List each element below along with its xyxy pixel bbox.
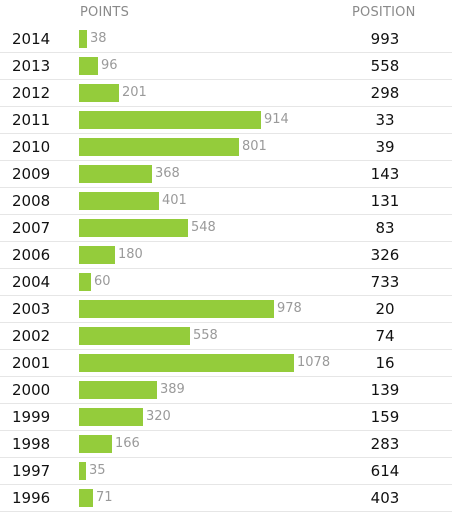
position-value: 283 [370,435,400,453]
points-bar [79,354,294,372]
table-row: 2012 201 298 [0,80,452,107]
points-value-label: 368 [155,166,180,181]
year-label: 2000 [12,381,51,399]
year-label: 2009 [12,165,51,183]
points-bar [79,246,115,264]
year-label: 2013 [12,57,51,75]
table-row: 2003 978 20 [0,296,452,323]
points-bar [79,138,239,156]
position-value: 74 [375,327,395,345]
points-value-label: 35 [89,463,106,478]
table-row: 1998 166 283 [0,431,452,458]
year-label: 1996 [12,489,51,507]
position-value: 558 [370,57,400,75]
points-value-label: 38 [90,31,107,46]
year-label: 2014 [12,30,51,48]
position-value: 298 [370,84,400,102]
table-row: 1996 71 403 [0,485,452,512]
points-value-label: 801 [242,139,267,154]
points-bar [79,300,274,318]
points-value-label: 180 [118,247,143,262]
position-value: 403 [370,489,400,507]
points-value-label: 389 [160,382,185,397]
position-value: 614 [370,462,400,480]
year-label: 2010 [12,138,51,156]
year-label: 2011 [12,111,51,129]
year-label: 2012 [12,84,51,102]
table-row: 2004 60 733 [0,269,452,296]
points-value-label: 201 [122,85,147,100]
year-label: 2006 [12,246,51,264]
position-value: 993 [370,30,400,48]
table-row: 2009 368 143 [0,161,452,188]
points-value-label: 548 [191,220,216,235]
table-row: 1999 320 159 [0,404,452,431]
table-row: 2001 1078 16 [0,350,452,377]
points-bar [79,435,112,453]
position-value: 159 [370,408,400,426]
points-bar [79,219,188,237]
position-value: 83 [375,219,395,237]
table-row: 2007 548 83 [0,215,452,242]
table-row: 2011 914 33 [0,107,452,134]
position-value: 16 [375,354,395,372]
position-value: 20 [375,300,395,318]
points-value-label: 60 [94,274,111,289]
points-bar [79,273,91,291]
points-bar [79,111,261,129]
points-value-label: 166 [115,436,140,451]
table-row: 2013 96 558 [0,53,452,80]
year-label: 2001 [12,354,51,372]
year-label: 1998 [12,435,51,453]
points-bar [79,462,86,480]
year-label: 2003 [12,300,51,318]
table-row: 2010 801 39 [0,134,452,161]
position-value: 733 [370,273,400,291]
points-value-label: 320 [146,409,171,424]
position-column-header: POSITION [352,5,416,20]
points-value-label: 1078 [297,355,331,370]
points-bar [79,327,190,345]
year-label: 1999 [12,408,51,426]
table-rows: 2014 38 993 2013 96 558 2012 201 298 2011 914 33 201… [0,26,452,512]
table-row: 2006 180 326 [0,242,452,269]
table-row: 2000 389 139 [0,377,452,404]
points-bar [79,489,93,507]
year-label: 2004 [12,273,51,291]
position-value: 131 [370,192,400,210]
table-row: 2008 401 131 [0,188,452,215]
points-value-label: 71 [96,490,113,505]
points-bar [79,192,159,210]
points-bar [79,84,119,102]
year-label: 2007 [12,219,51,237]
year-label: 2008 [12,192,51,210]
position-value: 143 [370,165,400,183]
points-bar [79,381,157,399]
position-value: 39 [375,138,395,156]
year-label: 1997 [12,462,51,480]
table-row: 2002 558 74 [0,323,452,350]
points-bar [79,57,98,75]
points-bar [79,408,143,426]
table-row: 2014 38 993 [0,26,452,53]
position-value: 33 [375,111,395,129]
points-value-label: 914 [264,112,289,127]
table-header: POINTS POSITION [0,0,452,25]
points-bar [79,30,87,48]
position-value: 326 [370,246,400,264]
points-bar [79,165,152,183]
points-value-label: 558 [193,328,218,343]
points-column-header: POINTS [80,5,130,20]
table-row: 1997 35 614 [0,458,452,485]
points-value-label: 96 [101,58,118,73]
year-label: 2002 [12,327,51,345]
points-value-label: 978 [277,301,302,316]
points-value-label: 401 [162,193,187,208]
position-value: 139 [370,381,400,399]
